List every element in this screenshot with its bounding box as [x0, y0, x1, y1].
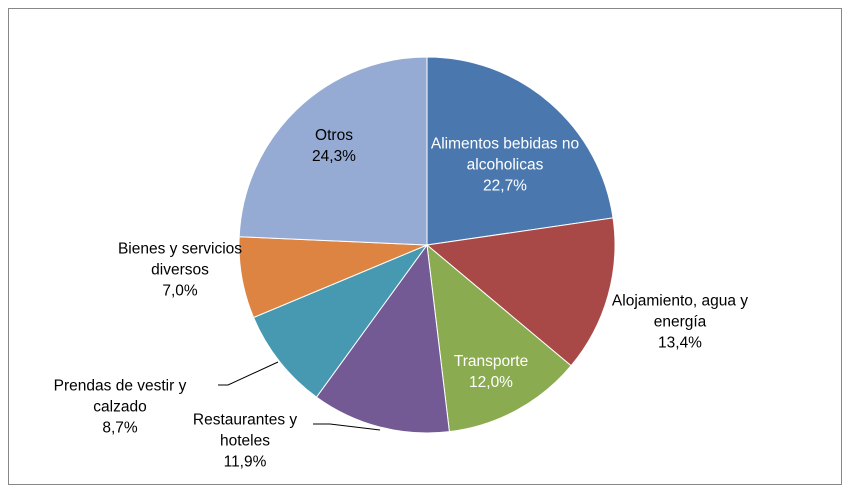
value-label: 22,7% [483, 177, 527, 195]
slice-label: Prendas de vestir y calzado 8,7% [25, 376, 215, 439]
pie-slice [426, 56, 614, 246]
pie-slice [426, 243, 572, 433]
value-label: 11,9% [223, 453, 267, 471]
leader-line [218, 361, 279, 386]
slice-label: Transporte 12,0% [431, 351, 551, 393]
pie-slice [238, 56, 428, 246]
leader-line [313, 423, 381, 431]
value-label: 7,0% [162, 282, 198, 300]
pie-slice [252, 243, 429, 398]
category-name: Alimentos bebidas no alcoholicas [430, 135, 580, 174]
value-label: 13,4% [658, 334, 702, 352]
slice-label: Bienes y servicios diversos 7,0% [95, 239, 265, 302]
category-name: Transporte [453, 353, 529, 370]
slice-label: Otros 24,3% [279, 125, 389, 167]
category-name: Otros [315, 127, 353, 144]
category-name: Prendas de vestir y calzado [53, 377, 187, 416]
value-label: 8,7% [102, 419, 138, 437]
value-label: 12,0% [469, 374, 513, 391]
pie-slice [425, 217, 616, 367]
value-label: 24,3% [312, 148, 356, 165]
slice-label: Alojamiento, agua y energía 13,4% [595, 291, 765, 354]
category-name: Alojamiento, agua y energía [611, 292, 749, 331]
category-name: Bienes y servicios diversos [117, 240, 243, 279]
pie-slice [315, 243, 450, 434]
category-name: Restaurantes y hoteles [192, 411, 298, 450]
slice-label: Alimentos bebidas no alcoholicas 22,7% [430, 134, 580, 197]
slice-label: Restaurantes y hoteles 11,9% [170, 410, 320, 473]
